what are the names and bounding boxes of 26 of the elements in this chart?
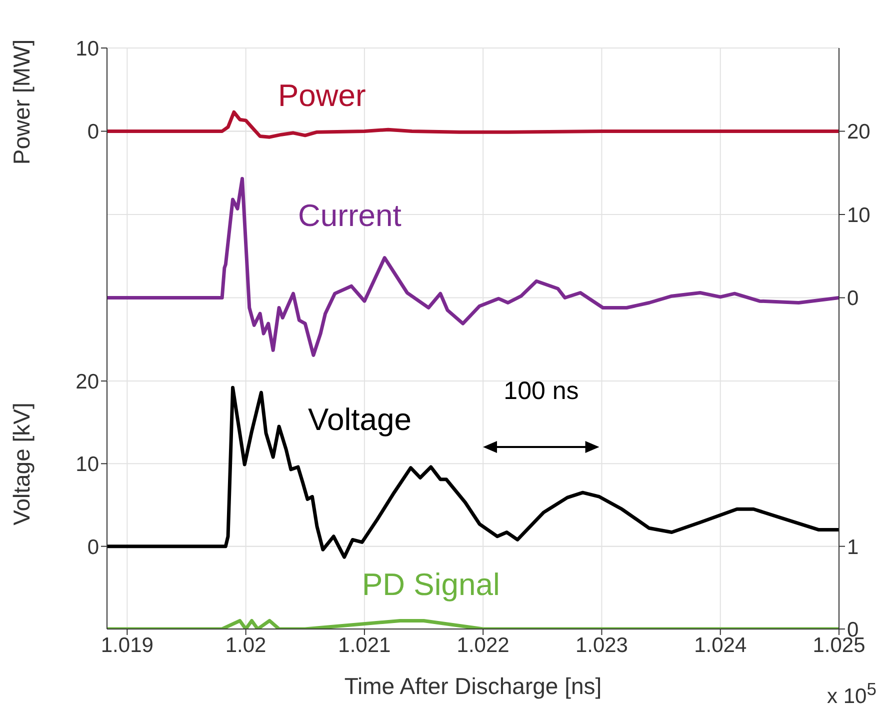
series-label: Current	[298, 198, 402, 234]
x-tick-label: 1.02	[225, 634, 266, 657]
y-tick-label: 10	[76, 453, 99, 476]
y2-tick-label: 10	[847, 204, 870, 227]
x-tick-label: 1.022	[456, 634, 510, 657]
series-label: PD Signal	[362, 567, 500, 603]
text: x 10$^{5}$	[827, 679, 876, 709]
y-tick-label: 0	[87, 120, 99, 144]
x-axis-title: Time After Discharge [ns]	[344, 673, 602, 700]
series-label: Power	[278, 78, 366, 114]
y-axis-title: Voltage [kV]	[8, 402, 36, 526]
y-axis-title: Power [MW]	[8, 39, 36, 164]
y2-tick-label: 1	[847, 536, 859, 559]
y-tick-label: 10	[76, 37, 99, 60]
x-tick-label: 1.019	[100, 634, 154, 657]
line-series	[107, 176, 839, 357]
x-tick-label: 1.024	[694, 634, 747, 657]
series-label: Voltage	[308, 402, 412, 438]
y2-tick-label: 20	[847, 120, 870, 144]
annotation: 100 ns	[504, 377, 579, 406]
y2-tick-label: 0	[847, 287, 859, 310]
x-tick-label: 1.021	[338, 634, 391, 657]
line-series	[107, 110, 839, 139]
x-tick-label: 1.023	[575, 634, 628, 657]
y-tick-label: 0	[87, 536, 99, 559]
y-tick-label: 20	[76, 370, 99, 394]
